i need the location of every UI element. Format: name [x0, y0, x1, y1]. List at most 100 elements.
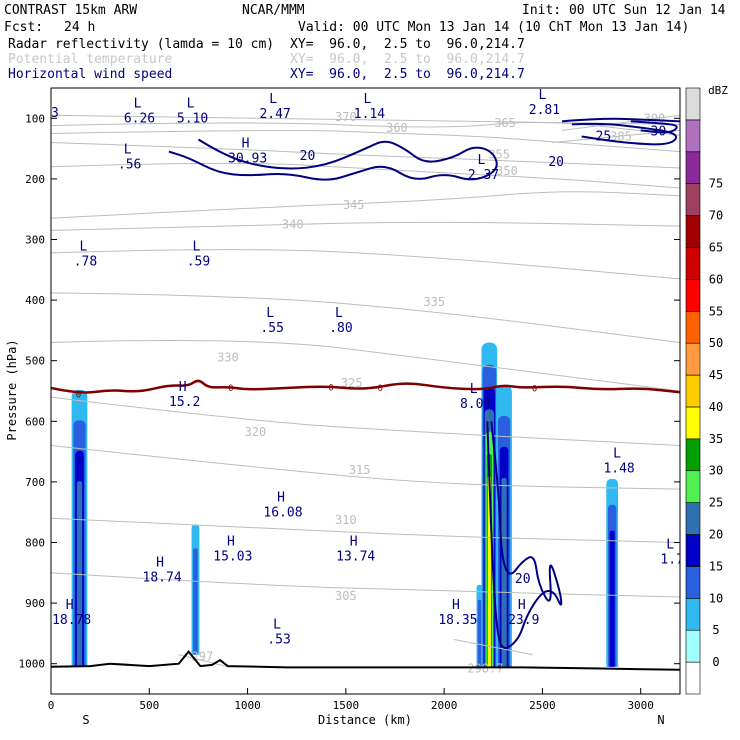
theta-contour-label-310: 310 — [335, 513, 357, 527]
y-tick-label-700: 700 — [25, 476, 45, 489]
x-tick-label-500: 500 — [139, 699, 159, 712]
colorbar-swatch-18 — [685, 87, 701, 121]
extremum-value-7: 30.93 — [228, 151, 267, 166]
theta-contour-325 — [51, 340, 680, 392]
wind-contour-label-4: 30 — [651, 125, 667, 140]
colorbar-swatch-17 — [685, 119, 701, 153]
extremum-type-23: H — [452, 598, 460, 613]
x-tick-label-1000: 1000 — [234, 699, 261, 712]
extremum-value-19: 18.74 — [143, 571, 182, 586]
y-tick-label-600: 600 — [25, 415, 45, 428]
wind-contour-label-0: 20 — [300, 149, 316, 164]
colorbar-tick-10: 10 — [709, 591, 723, 605]
terrain-surface — [51, 649, 680, 671]
colorbar-tick-25: 25 — [709, 496, 723, 510]
zero-dbz-label-3: 0 — [378, 384, 383, 394]
valid-time: Valid: 00 UTC Mon 13 Jan 14 (10 ChT Mon … — [298, 20, 690, 35]
theta-contour-340 — [51, 221, 680, 231]
x-tick-label-2000: 2000 — [431, 699, 458, 712]
extremum-type-6: L — [124, 142, 132, 157]
terrain-line — [51, 649, 680, 671]
colorbar-swatch-12 — [685, 279, 701, 312]
wind-contour-2 — [486, 421, 563, 649]
colorbar-swatch-1 — [685, 629, 701, 663]
colorbar-swatch-14 — [685, 215, 701, 248]
extremum-value-1: 6.26 — [124, 111, 155, 126]
extremum-value-15: 1.48 — [603, 462, 634, 477]
theta-contour-label-350: 350 — [496, 164, 518, 178]
y-tick-label-200: 200 — [25, 173, 45, 186]
extremum-type-4: L — [364, 92, 372, 107]
extremum-value-3: 2.47 — [259, 107, 290, 122]
theta-contour-label-365: 365 — [494, 116, 516, 130]
extremum-value-2: 5.10 — [177, 111, 208, 126]
theta-contour-label-370: 370 — [335, 110, 357, 124]
colorbar-unit: dBZ — [708, 84, 728, 97]
extremum-type-12: L — [335, 306, 343, 321]
theta-contour-label-345: 345 — [343, 198, 365, 212]
theta-contour-label-355: 355 — [488, 148, 510, 162]
extremum-value-0: .03 — [35, 106, 58, 121]
field-name-reflectivity: Radar reflectivity (lamda = 10 cm) — [8, 37, 275, 52]
theta-contour-315 — [51, 445, 680, 490]
theta-contour-345 — [51, 191, 680, 219]
center-title: NCAR/MMM — [242, 3, 305, 18]
colorbar-swatch-15 — [685, 183, 701, 216]
reflectivity-cell-1-10 — [193, 548, 198, 655]
x-tick-label-1500: 1500 — [333, 699, 360, 712]
colorbar-swatch-5 — [685, 502, 701, 535]
theta-contour-360 — [51, 129, 680, 153]
colorbar-swatch-0 — [685, 661, 701, 695]
theta-contour-350 — [51, 162, 680, 189]
extremum-value-20: 1.7 — [660, 553, 683, 568]
extremum-value-13: 15.2 — [169, 395, 200, 410]
extremum-type-0: L — [41, 91, 49, 106]
zero-dbz-label-4: 0 — [532, 384, 537, 394]
colorbar-swatch-13 — [685, 247, 701, 280]
zero-dbz-contour — [51, 379, 680, 394]
init-time: Init: 00 UTC Sun 12 Jan 14 — [522, 3, 726, 18]
colorbar-swatch-6 — [685, 470, 701, 503]
colorbar-swatch-3 — [685, 566, 701, 599]
plot-frame — [50, 87, 681, 695]
colorbar-tick-0: 0 — [712, 655, 719, 669]
extremum-type-13: H — [179, 380, 187, 395]
extremum-value-23: 18.35 — [438, 613, 477, 628]
colorbar-tick-5: 5 — [712, 623, 719, 637]
colorbar-swatch-4 — [685, 534, 701, 567]
theta-contour-297 — [178, 654, 229, 668]
extremum-type-21: H — [66, 598, 74, 613]
wind-contours: 20 20 20 25 30 — [168, 117, 680, 649]
extremum-type-20: L — [666, 538, 674, 553]
model-title: CONTRAST 15km ARW — [4, 3, 138, 18]
extremum-type-18: H — [350, 535, 358, 550]
theta-contour-label-315: 315 — [349, 463, 371, 477]
colorbar-swatch-9 — [685, 374, 701, 408]
reflectivity-cell-3-10 — [477, 599, 482, 667]
extremum-value-12: .80 — [329, 321, 352, 336]
zero-dbz-label-0: 0 — [76, 391, 81, 401]
extremum-value-5: 2.81 — [529, 103, 560, 118]
colorbar-tick-30: 30 — [709, 464, 723, 478]
wind-contour-label-1: 20 — [548, 155, 564, 170]
colorbar-swatch-7 — [685, 438, 701, 472]
x-axis-label: Distance (km) — [318, 713, 412, 727]
extremum-type-11: L — [266, 306, 274, 321]
colorbar-tick-15: 15 — [709, 559, 723, 573]
theta-contour-355 — [51, 142, 680, 169]
theta-contour-320 — [51, 396, 680, 447]
y-tick-label-900: 900 — [25, 597, 45, 610]
wind-contour-3 — [571, 122, 678, 146]
wind-contour-1 — [561, 117, 680, 123]
extremum-value-14: 8.04 — [460, 397, 491, 412]
theta-contour-label-298.7: 298.7 — [467, 662, 503, 676]
x-tick-label-3000: 3000 — [627, 699, 654, 712]
colorbar-tick-45: 45 — [709, 368, 723, 382]
extremum-type-16: H — [277, 490, 285, 505]
theta-contour-390 — [561, 114, 680, 131]
y-tick-label-300: 300 — [25, 234, 45, 247]
field-xy-wind: XY= 96.0, 2.5 to 96.0,214.7 — [290, 67, 525, 82]
extremum-value-8: 2.37 — [468, 168, 499, 183]
